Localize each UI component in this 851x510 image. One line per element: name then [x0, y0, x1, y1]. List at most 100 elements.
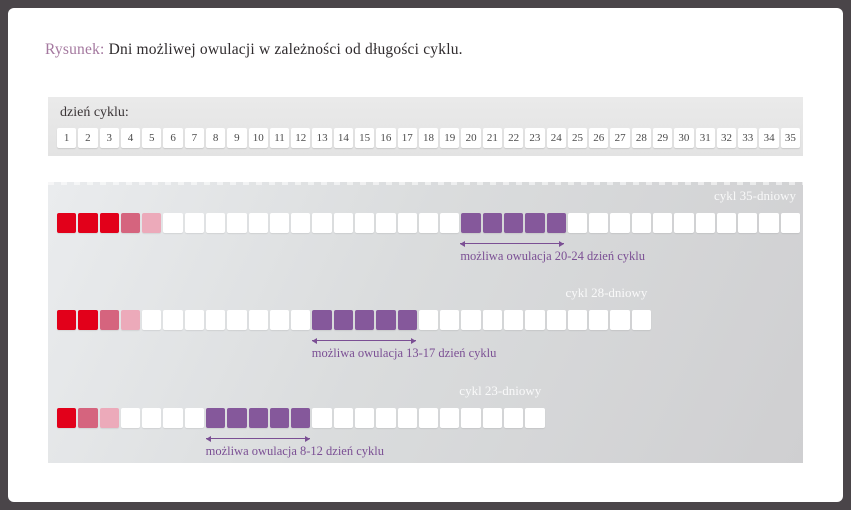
day-cell-ovulation [206, 408, 226, 428]
day-cell-menstruation [78, 213, 98, 233]
day-cell-empty [525, 408, 545, 428]
day-cell-empty [631, 213, 651, 233]
day-cell-empty [780, 213, 800, 233]
cycle-label: cykl 35-dniowy [714, 188, 796, 203]
day-cell-ovulation [482, 213, 502, 233]
day-number-box: 30 [674, 128, 694, 148]
day-cell-empty [738, 213, 758, 233]
day-cell-ovulation [355, 310, 375, 330]
ovulation-range-arrow [205, 435, 310, 442]
day-cell-empty [333, 213, 353, 233]
cycle-label: cykl 23-dniowy [459, 383, 542, 398]
day-cell-menstruation [142, 213, 162, 233]
day-cell-empty [674, 213, 694, 233]
day-number-box: 27 [610, 128, 630, 148]
day-number-box: 19 [440, 128, 460, 148]
day-cell-ovulation [376, 310, 396, 330]
day-cell-empty [376, 213, 396, 233]
day-cell-empty [312, 408, 332, 428]
day-number-box: 17 [397, 128, 417, 148]
day-number-box: 21 [482, 128, 502, 148]
day-cell-empty [418, 213, 439, 233]
cycle-day-squares [57, 408, 800, 428]
day-number-box: 25 [567, 128, 588, 148]
day-cell-empty [163, 408, 183, 428]
day-cell-empty [291, 310, 311, 330]
cycle-label: cykl 28-dniowy [565, 285, 648, 300]
day-cell-empty [269, 213, 290, 233]
day-cell-empty [227, 310, 247, 330]
day-number-box: 34 [759, 128, 779, 148]
day-cell-empty [206, 310, 226, 330]
day-cell-empty [355, 408, 375, 428]
day-cell-empty [695, 213, 715, 233]
day-cell-empty [163, 310, 183, 330]
figure-title-text: Dni możliwej owulacji w zależności od dł… [104, 41, 463, 58]
day-number-box: 32 [716, 128, 737, 148]
day-cell-menstruation [99, 213, 119, 233]
day-cell-empty [248, 310, 268, 330]
day-number-box: 1 [57, 128, 77, 148]
day-cell-empty [206, 213, 226, 233]
day-cell-empty [355, 213, 375, 233]
day-cell-menstruation [120, 310, 141, 330]
day-cell-empty [504, 408, 524, 428]
ovulation-annotation: możliwa owulacja 8-12 dzień cyklu [205, 435, 384, 459]
ovulation-annotation: możliwa owulacja 13-17 dzień cyklu [311, 337, 497, 361]
day-scale-row: 1 2 3 4 5 6 7 8 9 10 11 12 13 14 15 16 17 18 19 20 21 22 23 24 2… [57, 128, 800, 148]
day-cell-menstruation [57, 310, 77, 330]
day-cell-ovulation [546, 213, 566, 233]
figure-title-prefix: Rysunek: [45, 41, 105, 58]
day-cell-ovulation [291, 408, 311, 428]
day-cell-empty [418, 310, 439, 330]
day-cell-ovulation [312, 310, 332, 330]
day-cell-empty [312, 213, 332, 233]
ovulation-annotation-text: możliwa owulacja 13-17 dzień cyklu [311, 346, 497, 360]
day-number-box: 10 [248, 128, 268, 148]
day-cell-ovulation [248, 408, 268, 428]
day-number-box: 11 [269, 128, 290, 148]
day-number-box: 24 [546, 128, 566, 148]
day-cell-ovulation [504, 213, 524, 233]
day-cell-empty [631, 310, 651, 330]
day-cell-menstruation [57, 408, 77, 428]
day-cell-menstruation [99, 310, 119, 330]
day-cell-empty [504, 310, 524, 330]
day-cell-empty [440, 213, 460, 233]
day-cell-empty [461, 310, 481, 330]
day-cell-empty [567, 310, 588, 330]
day-cell-empty [333, 408, 353, 428]
day-cell-empty [269, 310, 290, 330]
day-cell-empty [482, 408, 502, 428]
ovulation-range-arrow [311, 337, 417, 344]
day-cell-empty [546, 310, 566, 330]
day-number-box: 4 [120, 128, 141, 148]
ovulation-annotation: możliwa owulacja 20-24 dzień cyklu [460, 240, 645, 264]
day-cell-empty [525, 310, 545, 330]
day-number-box: 8 [206, 128, 226, 148]
day-cell-ovulation [227, 408, 247, 428]
day-cell-menstruation [78, 408, 98, 428]
cycle-row-35: cykl 35-dniowy możliwa owulacja 20-24 dzi… [57, 188, 800, 266]
day-cell-empty [589, 310, 609, 330]
day-number-box: 14 [333, 128, 353, 148]
day-cell-empty [142, 310, 162, 330]
day-cell-menstruation [57, 213, 77, 233]
ovulation-range-arrow [460, 240, 565, 247]
day-cell-empty [163, 213, 183, 233]
day-scale-label: dzień cyklu: [60, 105, 129, 120]
day-cell-empty [610, 310, 630, 330]
day-cell-empty [461, 408, 481, 428]
day-cell-empty [142, 408, 162, 428]
day-number-box: 5 [142, 128, 162, 148]
cycle-row-28: cykl 28-dniowy możliwa owulacja 13-17 dzi… [57, 285, 800, 363]
day-cell-empty [184, 213, 204, 233]
day-number-box: 23 [525, 128, 545, 148]
day-number-box: 33 [738, 128, 758, 148]
day-cell-empty [440, 310, 460, 330]
cycle-day-squares [57, 310, 800, 330]
day-cell-empty [376, 408, 396, 428]
day-cell-empty [291, 213, 311, 233]
day-number-box: 7 [184, 128, 204, 148]
day-cell-menstruation [120, 213, 141, 233]
